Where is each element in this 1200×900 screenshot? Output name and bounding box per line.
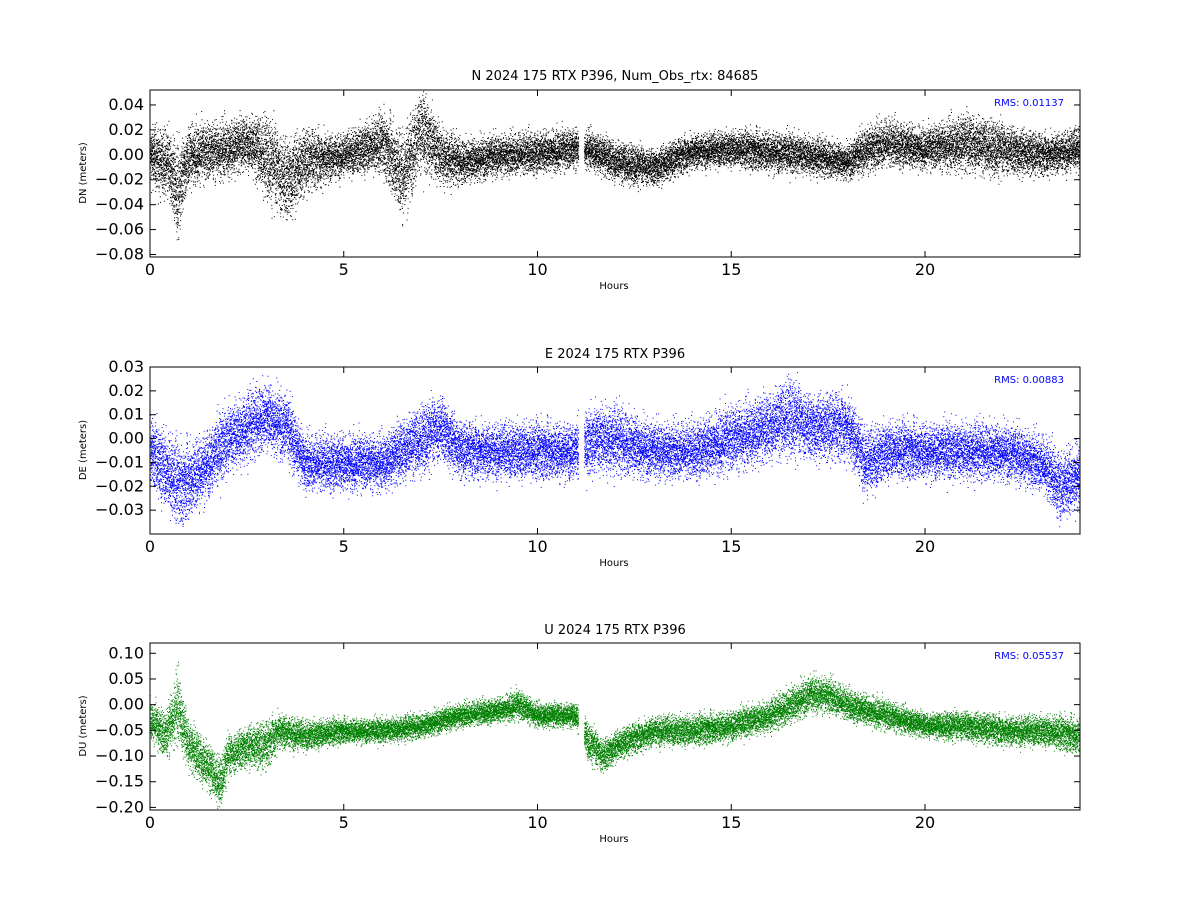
y-tick-label: 0.10	[108, 643, 144, 662]
x-tick-label: 15	[721, 813, 741, 832]
rms-label: RMS: 0.00883	[994, 375, 1064, 386]
x-tick-label: 10	[527, 260, 547, 279]
y-axis-label: DN (meters)	[78, 142, 89, 204]
y-axis-label: DU (meters)	[78, 695, 89, 756]
y-tick-label: 0.00	[108, 695, 144, 714]
panel-title: N 2024 175 RTX P396, Num_Obs_rtx: 84685	[472, 69, 759, 84]
y-tick-label: 0.03	[108, 357, 144, 376]
x-tick-label: 5	[339, 537, 349, 556]
y-axis-label: DE (meters)	[78, 420, 89, 480]
x-tick-label: 20	[915, 260, 935, 279]
y-tick-label: −0.06	[95, 220, 144, 239]
rms-label: RMS: 0.01137	[994, 98, 1064, 109]
x-tick-label: 0	[145, 813, 155, 832]
y-tick-label: −0.05	[95, 720, 144, 739]
x-tick-label: 10	[527, 537, 547, 556]
y-tick-label: −0.08	[95, 245, 144, 264]
y-tick-label: −0.04	[95, 195, 144, 214]
y-tick-label: −0.15	[95, 772, 144, 791]
panel-title: E 2024 175 RTX P396	[545, 347, 685, 362]
x-tick-label: 15	[721, 537, 741, 556]
x-tick-label: 20	[915, 537, 935, 556]
y-tick-label: 0.00	[108, 429, 144, 448]
y-tick-label: −0.20	[95, 797, 144, 816]
x-tick-label: 0	[145, 537, 155, 556]
y-tick-label: 0.05	[108, 669, 144, 688]
x-tick-label: 5	[339, 260, 349, 279]
x-axis-label: Hours	[599, 558, 628, 569]
panel-title: U 2024 175 RTX P396	[544, 623, 686, 638]
y-tick-label: 0.04	[108, 95, 144, 114]
x-axis-label: Hours	[599, 834, 628, 845]
x-tick-label: 5	[339, 813, 349, 832]
x-tick-label: 10	[527, 813, 547, 832]
y-tick-label: −0.01	[95, 452, 144, 471]
x-axis-label: Hours	[599, 281, 628, 292]
x-tick-label: 15	[721, 260, 741, 279]
y-tick-label: −0.02	[95, 476, 144, 495]
y-tick-label: −0.02	[95, 170, 144, 189]
rms-label: RMS: 0.05537	[994, 651, 1064, 662]
y-tick-label: −0.03	[95, 500, 144, 519]
y-tick-label: 0.02	[108, 120, 144, 139]
x-tick-label: 0	[145, 260, 155, 279]
y-tick-label: 0.02	[108, 381, 144, 400]
x-tick-label: 20	[915, 813, 935, 832]
y-tick-label: −0.10	[95, 746, 144, 765]
y-tick-label: 0.00	[108, 145, 144, 164]
y-tick-label: 0.01	[108, 405, 144, 424]
